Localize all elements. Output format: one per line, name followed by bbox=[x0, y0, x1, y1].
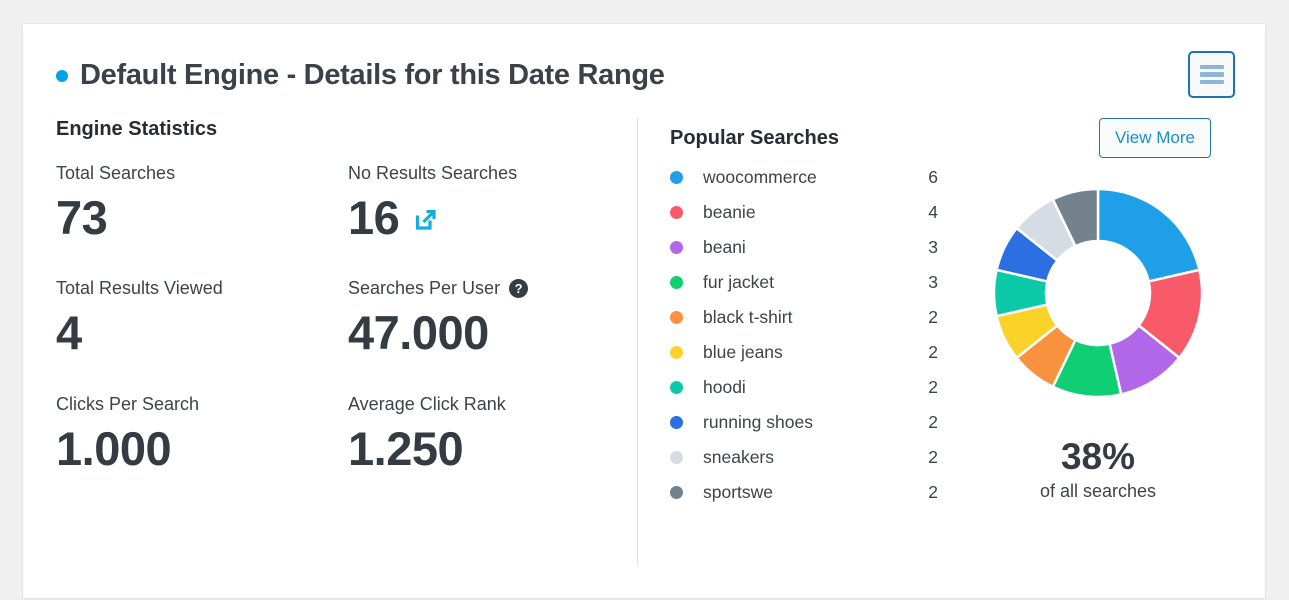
search-term-label: black t-shirt bbox=[703, 307, 793, 327]
term-color-dot-icon bbox=[670, 416, 683, 429]
term-color-dot-icon bbox=[670, 276, 683, 289]
stat-value: 1.250 bbox=[348, 421, 464, 475]
search-term-count: 2 bbox=[928, 447, 938, 467]
search-term-row: blue jeans 2 bbox=[670, 342, 938, 363]
popular-searches-header: Popular Searches View More bbox=[670, 118, 1211, 158]
search-term-row: hoodi 2 bbox=[670, 377, 938, 398]
search-term-row: woocommerce 6 bbox=[670, 167, 938, 188]
search-term-count: 4 bbox=[928, 202, 938, 222]
search-term-label: woocommerce bbox=[703, 167, 817, 187]
donut-chart-column: 38% of all searches bbox=[985, 167, 1211, 517]
panel-title-wrap: Default Engine - Details for this Date R… bbox=[56, 51, 665, 92]
stat-value: 1.000 bbox=[56, 421, 172, 475]
term-color-dot-icon bbox=[670, 451, 683, 464]
stat-no-results-searches: No Results Searches 16 bbox=[348, 163, 637, 242]
stat-value: 4 bbox=[56, 306, 82, 360]
stat-label: Clicks Per Search bbox=[56, 393, 200, 414]
donut-caption: of all searches bbox=[1039, 481, 1157, 501]
popular-searches-list: woocommerce 6 beanie 4 beani 3 fur jacket 3 blac… bbox=[670, 167, 938, 517]
help-icon[interactable]: ? bbox=[509, 279, 529, 299]
search-term-row: black t-shirt 2 bbox=[670, 307, 938, 328]
search-term-count: 3 bbox=[928, 237, 938, 257]
stat-average-click-rank: Average Click Rank 1.250 bbox=[348, 394, 637, 473]
search-term-label: fur jacket bbox=[703, 272, 774, 292]
hamburger-icon bbox=[1199, 64, 1224, 70]
panel-content: Engine Statistics Total Searches 73 No R… bbox=[23, 118, 1265, 566]
donut-segment-sportswe[interactable] bbox=[1051, 187, 1100, 248]
stat-clicks-per-search: Clicks Per Search 1.000 bbox=[56, 394, 348, 473]
popular-searches-section: Popular Searches View More woocommerce 6 b… bbox=[637, 118, 1265, 566]
popular-searches-heading: Popular Searches bbox=[670, 127, 839, 149]
stat-value: 47.000 bbox=[348, 306, 489, 360]
search-term-label: running shoes bbox=[703, 412, 813, 432]
term-color-dot-icon bbox=[670, 486, 683, 499]
search-term-count: 3 bbox=[928, 272, 938, 292]
search-term-row: running shoes 2 bbox=[670, 412, 938, 433]
stat-total-searches: Total Searches 73 bbox=[56, 163, 348, 242]
stat-searches-per-user: Searches Per User ? 47.000 bbox=[348, 278, 637, 360]
stat-label: No Results Searches bbox=[348, 163, 518, 183]
external-link-icon[interactable] bbox=[413, 208, 437, 232]
stat-total-results-viewed: Total Results Viewed 4 bbox=[56, 278, 348, 357]
engine-details-panel: Default Engine - Details for this Date R… bbox=[22, 23, 1266, 599]
search-term-count: 2 bbox=[928, 377, 938, 397]
term-color-dot-icon bbox=[670, 171, 683, 184]
search-term-row: beanie 4 bbox=[670, 202, 938, 223]
page-title: Default Engine - Details for this Date R… bbox=[80, 59, 665, 91]
term-color-dot-icon bbox=[670, 381, 683, 394]
stat-value: 16 bbox=[348, 191, 400, 244]
search-term-count: 6 bbox=[928, 167, 938, 187]
stat-label: Average Click Rank bbox=[348, 393, 506, 414]
donut-summary: 38% of all searches bbox=[1040, 436, 1156, 502]
search-term-label: beani bbox=[703, 237, 746, 257]
search-term-row: beani 3 bbox=[670, 237, 938, 258]
engine-status-dot-icon bbox=[56, 69, 68, 82]
panel-header: Default Engine - Details for this Date R… bbox=[23, 24, 1265, 104]
search-term-count: 2 bbox=[928, 482, 938, 502]
term-color-dot-icon bbox=[670, 311, 683, 324]
stat-label: Searches Per User bbox=[348, 278, 501, 299]
view-more-button[interactable]: View More bbox=[1099, 118, 1211, 158]
search-term-label: blue jeans bbox=[703, 342, 783, 362]
search-term-count: 2 bbox=[928, 307, 938, 327]
engine-statistics-section: Engine Statistics Total Searches 73 No R… bbox=[23, 118, 637, 566]
term-color-dot-icon bbox=[670, 346, 683, 359]
search-term-label: hoodi bbox=[703, 377, 746, 397]
search-term-count: 2 bbox=[928, 342, 938, 362]
stat-label: Total Results Viewed bbox=[56, 278, 223, 299]
search-term-row: fur jacket 3 bbox=[670, 272, 938, 293]
stat-value: 73 bbox=[56, 191, 108, 244]
search-term-row: sneakers 2 bbox=[670, 447, 938, 468]
search-term-row: sportswe 2 bbox=[670, 482, 938, 503]
search-term-count: 2 bbox=[928, 412, 938, 432]
panel-menu-button[interactable] bbox=[1188, 51, 1235, 98]
term-color-dot-icon bbox=[670, 241, 683, 254]
stats-grid: Total Searches 73 No Results Searches 16 bbox=[56, 163, 637, 473]
popular-searches-donut-chart bbox=[992, 187, 1204, 399]
donut-percent: 38% bbox=[1060, 436, 1136, 477]
engine-statistics-heading: Engine Statistics bbox=[56, 118, 218, 140]
search-term-label: sportswe bbox=[703, 482, 774, 502]
stat-label: Total Searches bbox=[56, 163, 176, 183]
donut-segment-woocommerce[interactable] bbox=[1096, 187, 1201, 283]
term-color-dot-icon bbox=[670, 206, 683, 219]
search-term-label: beanie bbox=[703, 202, 756, 222]
popular-searches-body: woocommerce 6 beanie 4 beani 3 fur jacket 3 blac… bbox=[670, 167, 1211, 517]
search-term-label: sneakers bbox=[703, 447, 775, 467]
